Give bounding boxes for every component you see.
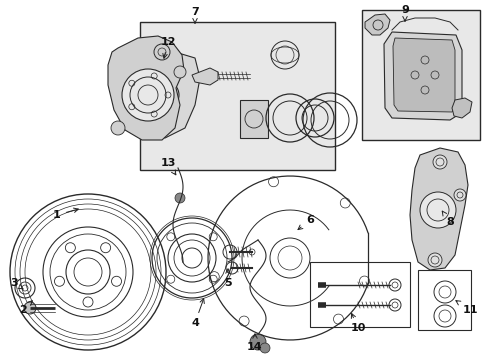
Polygon shape xyxy=(383,32,461,120)
Polygon shape xyxy=(135,52,200,138)
Text: 11: 11 xyxy=(455,301,477,315)
Text: 3: 3 xyxy=(10,278,23,289)
Text: 7: 7 xyxy=(191,7,199,23)
Polygon shape xyxy=(108,36,183,140)
Text: 4: 4 xyxy=(191,299,204,328)
Circle shape xyxy=(175,193,184,203)
Circle shape xyxy=(111,121,125,135)
Circle shape xyxy=(24,302,36,314)
Polygon shape xyxy=(409,148,467,270)
Circle shape xyxy=(427,253,441,267)
Bar xyxy=(240,100,267,138)
Circle shape xyxy=(260,343,269,353)
Circle shape xyxy=(174,66,185,78)
Bar xyxy=(309,262,409,327)
Text: 6: 6 xyxy=(297,215,313,230)
Circle shape xyxy=(432,155,446,169)
Polygon shape xyxy=(364,14,389,35)
Circle shape xyxy=(249,334,265,350)
Bar xyxy=(140,22,334,170)
Polygon shape xyxy=(451,98,471,118)
Circle shape xyxy=(419,192,455,228)
Text: 9: 9 xyxy=(400,5,408,21)
Circle shape xyxy=(453,189,465,201)
Text: 13: 13 xyxy=(160,158,176,175)
Circle shape xyxy=(122,69,174,121)
Text: 8: 8 xyxy=(441,211,453,227)
Polygon shape xyxy=(392,38,454,112)
Circle shape xyxy=(154,44,170,60)
Text: 14: 14 xyxy=(246,334,262,352)
Text: 10: 10 xyxy=(349,314,365,333)
Text: 5: 5 xyxy=(224,269,231,288)
Text: 12: 12 xyxy=(160,37,175,58)
Bar xyxy=(417,270,470,330)
Polygon shape xyxy=(192,68,218,85)
Bar xyxy=(361,10,479,140)
Text: 2: 2 xyxy=(19,301,32,315)
Text: 1: 1 xyxy=(53,208,78,220)
